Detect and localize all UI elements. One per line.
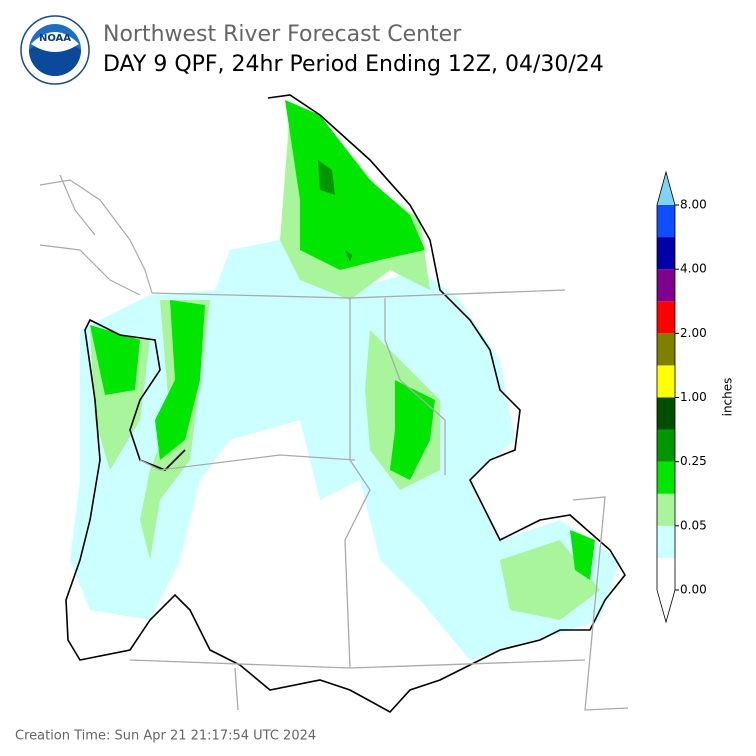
colorbar-segment xyxy=(657,429,675,462)
colorbar-tick-label: 8.00 xyxy=(680,198,707,212)
colorbar-tick-label: 4.00 xyxy=(680,262,707,276)
state-borders xyxy=(129,289,629,711)
colorbar-tick-label: 0.00 xyxy=(680,583,707,597)
colorbar-tick-label: 1.00 xyxy=(680,390,707,404)
colorbar-tick-label: 2.00 xyxy=(680,326,707,340)
map xyxy=(39,94,629,714)
title: Northwest River Forecast Center xyxy=(103,22,462,47)
colorbar-tick-label: 0.05 xyxy=(680,518,707,532)
colorbar-segment xyxy=(657,269,675,302)
noaa-logo: NOAA xyxy=(20,15,90,85)
colorbar-segment xyxy=(657,365,675,398)
colorbar-label: inches xyxy=(721,378,735,417)
precip-heavy xyxy=(90,100,595,580)
coastline-north xyxy=(39,174,153,296)
colorbar: 0.00 0.05 0.25 1.00 2.00 4.00 8.00 xyxy=(656,170,707,624)
colorbar-under xyxy=(657,590,675,622)
colorbar-segment xyxy=(657,333,675,366)
subtitle: DAY 9 QPF, 24hr Period Ending 12Z, 04/30… xyxy=(103,52,604,77)
colorbar-segment xyxy=(657,493,675,526)
colorbar-over xyxy=(657,172,675,205)
creation-time: Creation Time: Sun Apr 21 21:17:54 UTC 2… xyxy=(15,729,316,744)
colorbar-tick-label: 0.25 xyxy=(680,454,707,468)
colorbar-segment xyxy=(657,237,675,270)
colorbar-segment xyxy=(657,557,675,590)
colorbar-segment xyxy=(657,205,675,238)
colorbar-segment xyxy=(657,461,675,494)
basin-outline xyxy=(65,94,626,714)
colorbar-segment xyxy=(657,301,675,334)
colorbar-segment xyxy=(657,397,675,430)
precip-very-heavy xyxy=(318,160,352,262)
logo-text: NOAA xyxy=(39,33,71,44)
colorbar-segment xyxy=(657,525,675,558)
